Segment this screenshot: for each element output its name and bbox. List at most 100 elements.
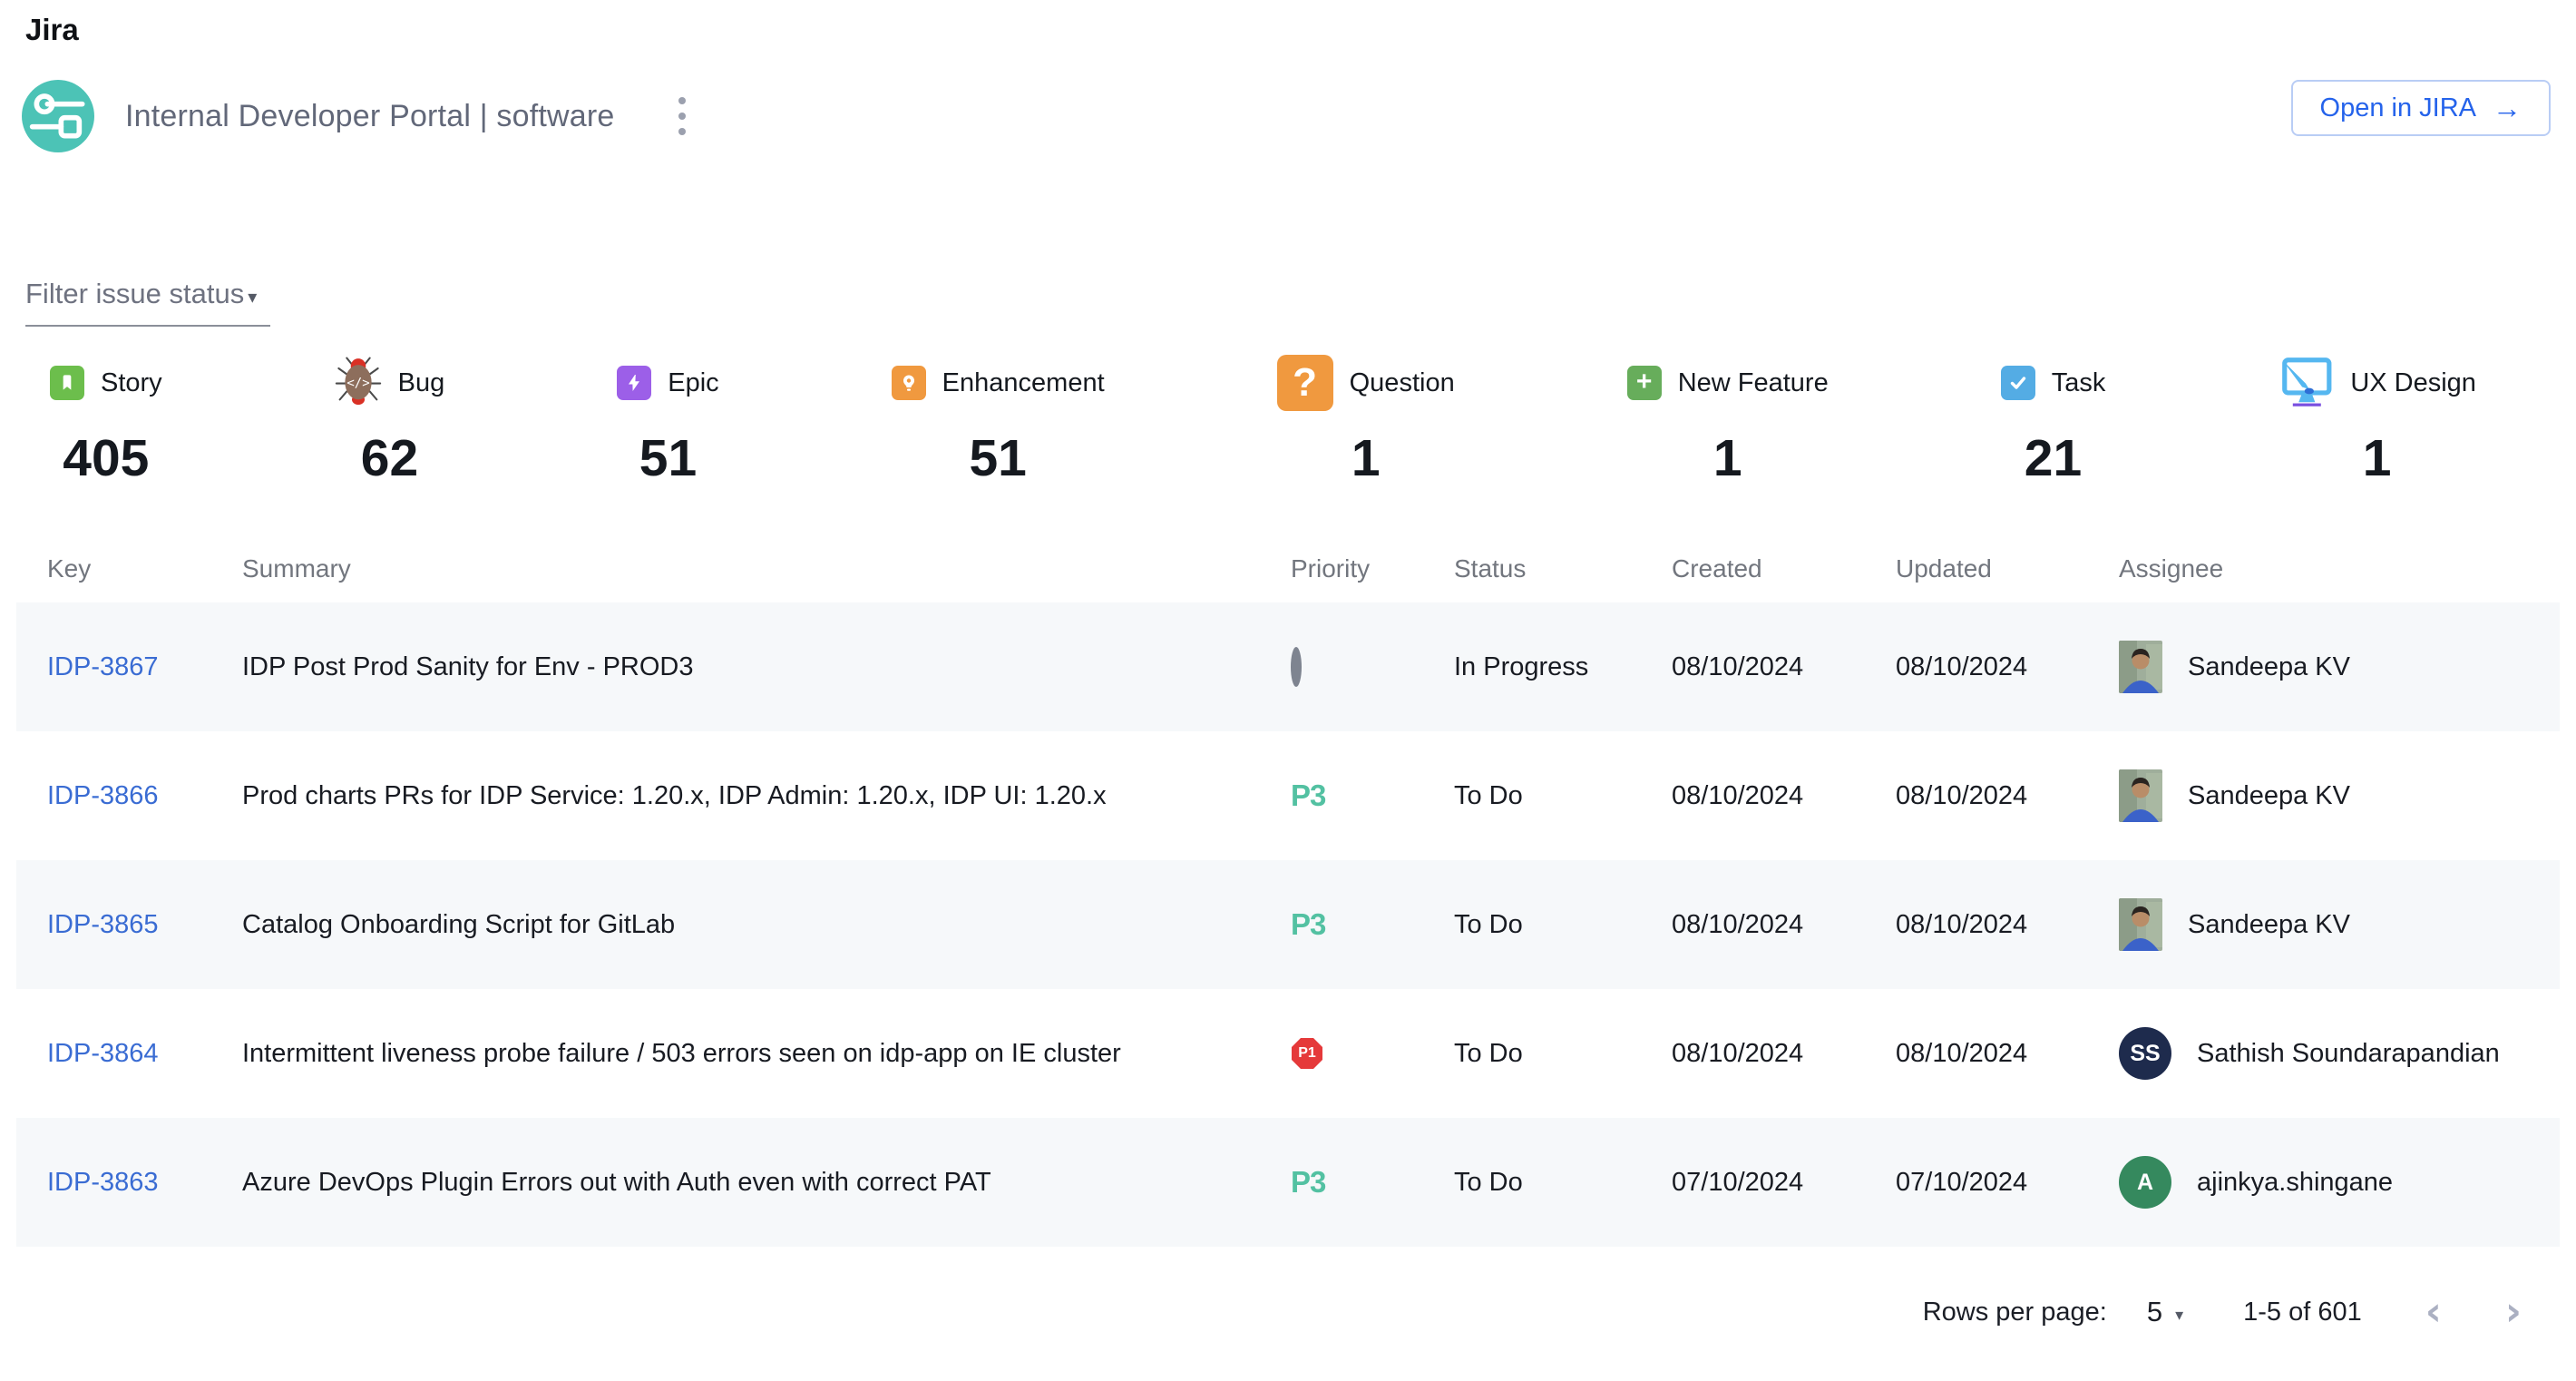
- priority-p3-icon: P3: [1291, 779, 1326, 812]
- avatar: [2119, 641, 2162, 693]
- issue-created: 08/10/2024: [1672, 909, 1804, 939]
- issue-status: To Do: [1454, 1167, 1523, 1197]
- counter-enhancement: Enhancement 51: [891, 354, 1105, 488]
- issue-key-link[interactable]: IDP-3866: [47, 780, 159, 810]
- filter-label: Filter issue status: [25, 278, 245, 309]
- assignee-cell: Sandeepa KV: [2119, 641, 2551, 693]
- rows-per-page-select[interactable]: 5 ▾: [2147, 1296, 2183, 1328]
- project-header: Internal Developer Portal | software: [22, 71, 2576, 162]
- issue-key-link[interactable]: IDP-3864: [47, 1038, 159, 1068]
- issue-status: To Do: [1454, 1038, 1523, 1068]
- issue-created: 07/10/2024: [1672, 1167, 1804, 1197]
- counter-value: 62: [360, 429, 419, 487]
- page-title: Jira: [25, 13, 79, 46]
- column-header-created: Created: [1672, 554, 1762, 583]
- issue-summary: IDP Post Prod Sanity for Env - PROD3: [242, 651, 694, 681]
- question-icon: ?: [1276, 355, 1333, 411]
- avatar: SS: [2119, 1027, 2171, 1080]
- issue-summary: Intermittent liveness probe failure / 50…: [242, 1038, 1121, 1068]
- issue-key-link[interactable]: IDP-3863: [47, 1167, 159, 1197]
- issue-created: 08/10/2024: [1672, 1038, 1804, 1068]
- issue-key-link[interactable]: IDP-3865: [47, 909, 159, 939]
- priority-p3-icon: P3: [1291, 907, 1326, 941]
- assignee-name: Sandeepa KV: [2188, 780, 2350, 810]
- issue-type-counters: Story 405 </: [0, 354, 2576, 488]
- ux-design-icon: [2278, 353, 2334, 414]
- issue-updated: 08/10/2024: [1896, 1038, 2028, 1068]
- rows-per-page-value: 5: [2146, 1296, 2163, 1327]
- chevron-down-icon: ▾: [2175, 1305, 2184, 1324]
- table-header-row: Key Summary Priority Status Created Upda…: [16, 535, 2560, 602]
- counter-value: 405: [63, 429, 150, 487]
- epic-icon: [617, 366, 652, 400]
- pagination-range: 1-5 of 601: [2243, 1297, 2362, 1327]
- open-in-jira-button[interactable]: Open in JIRA →: [2290, 80, 2551, 136]
- column-header-priority: Priority: [1291, 554, 1371, 583]
- rows-per-page-label: Rows per page:: [1922, 1297, 2107, 1327]
- counter-label: Story: [101, 367, 162, 397]
- avatar: [2119, 769, 2162, 822]
- assignee-name: ajinkya.shingane: [2197, 1167, 2394, 1197]
- column-header-updated: Updated: [1896, 554, 1992, 583]
- column-header-status: Status: [1454, 554, 1527, 583]
- task-icon: [2000, 366, 2035, 400]
- enhancement-icon: [891, 366, 926, 400]
- assignee-cell: A ajinkya.shingane: [2119, 1156, 2551, 1209]
- issue-updated: 08/10/2024: [1896, 909, 2028, 939]
- counter-value: 51: [969, 429, 1027, 487]
- issue-key-link[interactable]: IDP-3867: [47, 651, 159, 681]
- issue-status: In Progress: [1454, 651, 1589, 681]
- issue-summary: Catalog Onboarding Script for GitLab: [242, 909, 676, 939]
- priority-none-icon: [1291, 646, 1454, 687]
- assignee-name: Sathish Soundarapandian: [2197, 1038, 2500, 1068]
- assignee-name: Sandeepa KV: [2188, 909, 2350, 939]
- counter-ux-design: UX Design 1: [2278, 354, 2476, 488]
- counter-label: Question: [1349, 367, 1455, 397]
- arrow-right-icon: →: [2493, 92, 2522, 124]
- counter-label: Bug: [397, 367, 445, 397]
- issues-table: Key Summary Priority Status Created Upda…: [16, 535, 2560, 1247]
- issue-status: To Do: [1454, 909, 1523, 939]
- counter-label: Task: [2051, 367, 2106, 397]
- issue-updated: 08/10/2024: [1896, 651, 2028, 681]
- counter-task: Task 21: [2000, 354, 2106, 488]
- priority-p3-icon: P3: [1291, 1165, 1326, 1199]
- project-name: Internal Developer Portal | software: [125, 98, 615, 133]
- filter-issue-status-select[interactable]: Filter issue status ▾: [25, 278, 270, 327]
- counter-epic: Epic 51: [617, 354, 719, 488]
- counter-question: ? Question 1: [1276, 354, 1455, 488]
- avatar: [2119, 898, 2162, 951]
- issue-created: 08/10/2024: [1672, 780, 1804, 810]
- issue-updated: 08/10/2024: [1896, 780, 2028, 810]
- counter-value: 21: [2024, 429, 2083, 487]
- story-icon: [50, 366, 84, 400]
- counter-story: Story 405: [50, 354, 162, 488]
- next-page-button[interactable]: ›: [2504, 1288, 2522, 1335]
- counter-label: UX Design: [2350, 367, 2476, 397]
- counter-bug: </> Bug 62: [335, 354, 445, 488]
- svg-text:</>: </>: [346, 376, 369, 390]
- issue-summary: Azure DevOps Plugin Errors out with Auth…: [242, 1167, 991, 1197]
- assignee-name: Sandeepa KV: [2188, 651, 2350, 681]
- issue-status: To Do: [1454, 780, 1523, 810]
- project-avatar-icon: [22, 80, 94, 152]
- pagination: Rows per page: 5 ▾ 1-5 of 601 ‹ ›: [0, 1292, 2576, 1332]
- counter-label: Enhancement: [942, 367, 1105, 397]
- new-feature-icon: +: [1626, 366, 1662, 400]
- counter-new-feature: + New Feature 1: [1626, 354, 1829, 488]
- issue-summary: Prod charts PRs for IDP Service: 1.20.x,…: [242, 780, 1107, 810]
- counter-label: Epic: [668, 367, 719, 397]
- table-row: IDP-3867 IDP Post Prod Sanity for Env - …: [16, 602, 2560, 731]
- column-header-assignee: Assignee: [2119, 554, 2224, 583]
- column-header-key: Key: [47, 554, 92, 583]
- issue-created: 08/10/2024: [1672, 651, 1804, 681]
- more-options-kebab-icon[interactable]: [671, 90, 693, 142]
- priority-p1-icon: P1: [1291, 1037, 1323, 1070]
- open-in-jira-label: Open in JIRA: [2319, 93, 2476, 122]
- avatar: A: [2119, 1156, 2171, 1209]
- table-row: IDP-3865 Catalog Onboarding Script for G…: [16, 860, 2560, 989]
- bug-icon: </>: [335, 356, 382, 411]
- previous-page-button[interactable]: ‹: [2425, 1288, 2442, 1335]
- counter-label: New Feature: [1677, 367, 1829, 397]
